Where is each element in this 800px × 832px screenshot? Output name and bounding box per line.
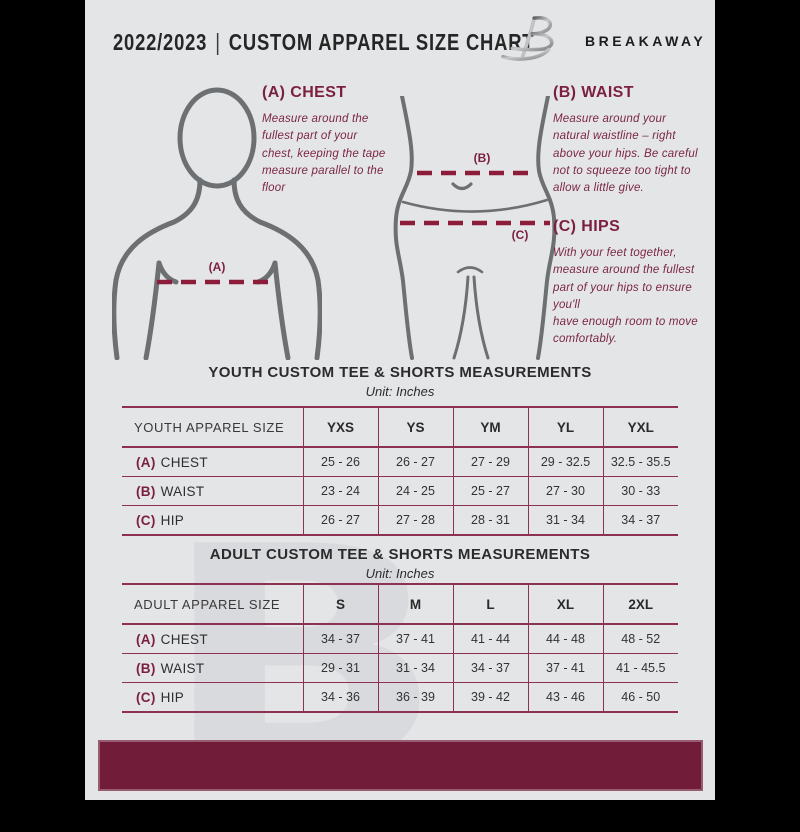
size-value: 36 - 39 <box>377 682 453 712</box>
size-value: 44 - 48 <box>527 624 603 654</box>
chart-title: CUSTOM APPAREL SIZE CHART <box>228 29 535 55</box>
size-value: 46 - 50 <box>602 682 678 712</box>
chest-instructions: Measure around the fullest part of your … <box>262 113 386 194</box>
youth-size-ym: YM <box>452 407 528 448</box>
youth-size-yl: YL <box>527 407 603 448</box>
chest-figure-label: (A) <box>209 260 226 274</box>
row-key: (A) <box>136 454 156 470</box>
adult-size-m: M <box>377 584 453 625</box>
size-value: 34 - 37 <box>602 505 678 535</box>
size-value: 25 - 26 <box>302 447 378 477</box>
row-label: (A) CHEST <box>122 447 303 477</box>
content-layer: 2022/2023 | CUSTOM APPAREL SIZE CHART BREA… <box>85 0 715 800</box>
waist-heading: (B) WAIST <box>553 84 634 101</box>
size-value: 27 - 29 <box>452 447 528 477</box>
breakaway-logo-icon <box>501 16 554 61</box>
waist-hips-figure: (B) (C) <box>393 96 557 360</box>
size-value: 30 - 33 <box>602 476 678 506</box>
row-key: (B) <box>136 660 156 676</box>
brand-name: BREAKAWAY <box>585 33 707 49</box>
size-value: 41 - 45.5 <box>602 653 678 683</box>
adult-table-title: ADULT CUSTOM TEE & SHORTS MEASUREMENTS <box>209 546 591 563</box>
chest-heading: (A) CHEST <box>262 84 347 101</box>
row-label-text: HIP <box>160 689 185 705</box>
row-label-text: CHEST <box>160 631 208 647</box>
youth-size-yxl: YXL <box>602 407 678 448</box>
row-label: (A) CHEST <box>122 624 303 654</box>
youth-header-row: YOUTH APPAREL SIZE YXS YS YM YL YXL <box>122 407 678 448</box>
page-title: 2022/2023 | CUSTOM APPAREL SIZE CHART <box>113 29 534 56</box>
hips-instructions: With your feet together, measure around … <box>553 247 698 346</box>
adult-size-l: L <box>452 584 528 625</box>
row-label-text: WAIST <box>160 483 205 499</box>
adult-size-s: S <box>302 584 378 625</box>
row-label-text: WAIST <box>160 660 205 676</box>
adult-waist-row: (B) WAIST 29 - 31 31 - 34 34 - 37 37 - 41… <box>122 653 678 683</box>
adult-chest-row: (A) CHEST 34 - 37 37 - 41 41 - 44 44 - 48… <box>122 624 678 654</box>
adult-header-row: ADULT APPAREL SIZE S M L XL 2XL <box>122 584 678 625</box>
torso-chest-figure: (A) <box>112 87 322 360</box>
youth-size-yxs: YXS <box>302 407 378 448</box>
size-value: 27 - 28 <box>377 505 453 535</box>
size-chart-page: B 2022/2023 | CUSTOM APPAREL SIZE CHART BR… <box>85 0 715 808</box>
waist-instructions: Measure around your natural waistline – … <box>553 113 698 194</box>
youth-size-ys: YS <box>377 407 453 448</box>
hips-heading: (C) HIPS <box>553 218 621 235</box>
size-value: 32.5 - 35.5 <box>602 447 678 477</box>
size-value: 34 - 36 <box>302 682 378 712</box>
size-value: 48 - 52 <box>602 624 678 654</box>
size-value: 29 - 31 <box>302 653 378 683</box>
youth-size-header: YOUTH APPAREL SIZE <box>122 407 303 448</box>
youth-waist-row: (B) WAIST 23 - 24 24 - 25 25 - 27 27 - 30… <box>122 476 678 506</box>
size-value: 29 - 32.5 <box>527 447 603 477</box>
adult-hip-row: (C) HIP 34 - 36 36 - 39 39 - 42 43 - 46 4… <box>122 682 678 713</box>
size-value: 39 - 42 <box>452 682 528 712</box>
size-value: 27 - 30 <box>527 476 603 506</box>
youth-chest-row: (A) CHEST 25 - 26 26 - 27 27 - 29 29 - 32… <box>122 447 678 477</box>
row-label: (B) WAIST <box>122 476 303 506</box>
size-value: 24 - 25 <box>377 476 453 506</box>
adult-size-2xl: 2XL <box>602 584 678 625</box>
row-label-text: HIP <box>160 512 185 528</box>
adult-size-table: ADULT APPAREL SIZE S M L XL 2XL (A) CHEST… <box>122 583 678 713</box>
youth-hip-row: (C) HIP 26 - 27 27 - 28 28 - 31 31 - 34 3… <box>122 505 678 536</box>
size-value: 25 - 27 <box>452 476 528 506</box>
row-label: (C) HIP <box>122 683 303 713</box>
size-value: 37 - 41 <box>377 624 453 654</box>
row-key: (C) <box>136 512 156 528</box>
size-value: 43 - 46 <box>527 682 603 712</box>
row-label-text: CHEST <box>160 454 208 470</box>
size-value: 41 - 44 <box>452 624 528 654</box>
size-value: 34 - 37 <box>302 624 378 654</box>
adult-size-xl: XL <box>527 584 603 625</box>
size-value: 28 - 31 <box>452 505 528 535</box>
row-key: (A) <box>136 631 156 647</box>
hips-figure-label: (C) <box>512 228 529 242</box>
season-label: 2022/2023 <box>113 29 208 55</box>
youth-size-table: YOUTH APPAREL SIZE YXS YS YM YL YXL (A) C… <box>122 406 678 536</box>
row-key: (B) <box>136 483 156 499</box>
row-label: (B) WAIST <box>122 653 303 683</box>
youth-table-title: YOUTH CUSTOM TEE & SHORTS MEASUREMENTS <box>208 364 592 381</box>
waist-figure-label: (B) <box>474 151 491 165</box>
size-value: 31 - 34 <box>377 653 453 683</box>
size-value: 34 - 37 <box>452 653 528 683</box>
size-value: 37 - 41 <box>527 653 603 683</box>
adult-size-header: ADULT APPAREL SIZE <box>122 584 303 625</box>
size-value: 26 - 27 <box>377 447 453 477</box>
adult-table-unit: Unit: Inches <box>365 566 435 581</box>
size-value: 31 - 34 <box>527 505 603 535</box>
row-key: (C) <box>136 689 156 705</box>
row-label: (C) HIP <box>122 506 303 536</box>
youth-table-unit: Unit: Inches <box>365 384 435 399</box>
footer-bar <box>98 740 703 791</box>
title-divider: | <box>215 29 221 55</box>
size-value: 23 - 24 <box>302 476 378 506</box>
size-value: 26 - 27 <box>302 505 378 535</box>
